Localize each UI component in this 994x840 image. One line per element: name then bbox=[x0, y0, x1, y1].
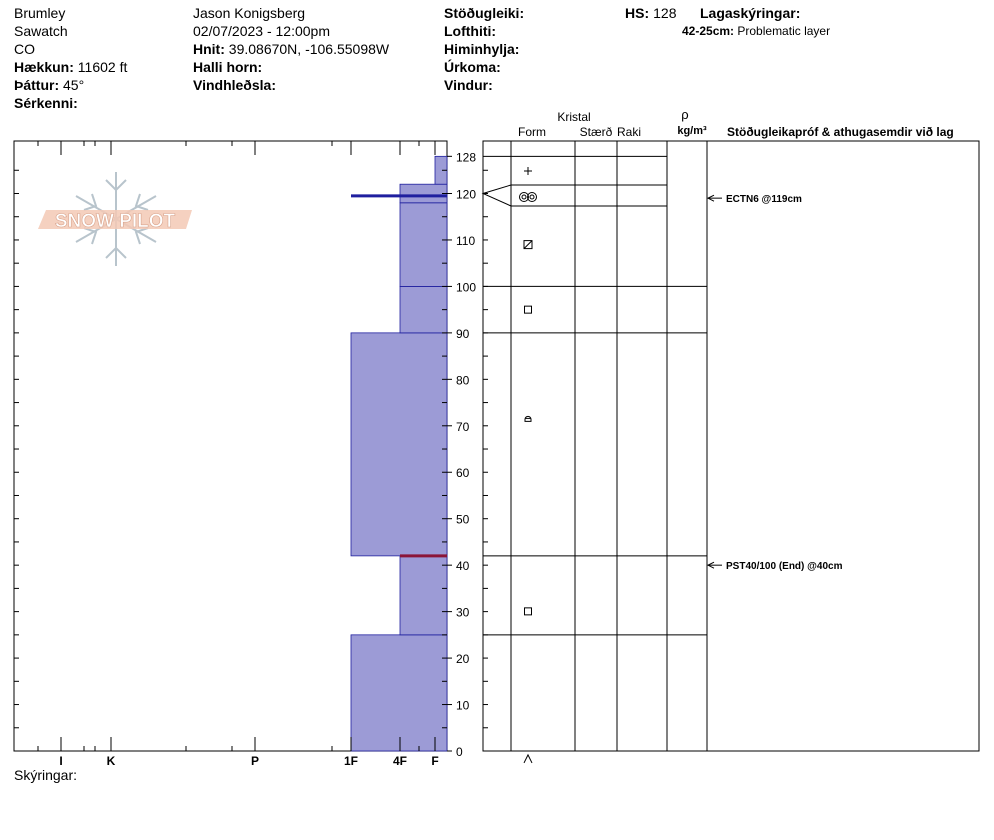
coords-label: Hnit: bbox=[193, 41, 225, 57]
hs-label: HS: bbox=[625, 5, 650, 21]
test-arrow-icon-1 bbox=[706, 561, 715, 569]
hardness-label-4F: 4F bbox=[393, 754, 407, 768]
layer-note: 42-25cm: Problematic layer bbox=[682, 22, 830, 40]
observation-datetime: 02/07/2023 - 12:00pm bbox=[193, 23, 330, 39]
aspect-label: Þáttur: bbox=[14, 77, 60, 93]
layer-bar-4 bbox=[399, 202, 448, 287]
wind-label: Vindur: bbox=[444, 77, 493, 93]
hardness-label-1F: 1F bbox=[344, 754, 358, 768]
size-header: Stærð bbox=[580, 125, 613, 139]
features-label: Sérkenni: bbox=[14, 95, 78, 111]
grain-form-rounded-facets-2 bbox=[524, 415, 532, 422]
crystal-header: Kristal bbox=[557, 110, 590, 124]
observer-name: Jason Konigsberg bbox=[193, 5, 306, 21]
hardness-axis: I K P 1F 4F F bbox=[37, 141, 439, 768]
grain-form-mixed-faceted-4-box bbox=[523, 240, 533, 250]
stability-test-notes: ECTN6 @119cm PST40/100 (End) @40cm bbox=[706, 194, 843, 572]
hardness-label-K: K bbox=[107, 754, 116, 768]
tests-header: Stöðugleikapróf & athugasemdir við lag bbox=[727, 125, 954, 139]
grain-form-faceted-1 bbox=[524, 607, 532, 616]
coords-value: 39.08670N, -106.55098W bbox=[228, 41, 390, 57]
hs-row: HS: 128 bbox=[625, 4, 676, 22]
depth-axis: 0 10 20 30 40 50 60 70 80 90 100 110 120 128 bbox=[14, 150, 488, 759]
grain-form-depth-hoar-0 bbox=[523, 753, 533, 764]
depth-label-110: 110 bbox=[456, 234, 475, 248]
elevation-label: Hækkun: bbox=[14, 59, 74, 75]
aspect-row: Þáttur: 45° bbox=[14, 76, 127, 94]
depth-label-80: 80 bbox=[456, 373, 470, 387]
precip-label: Úrkoma: bbox=[444, 59, 501, 75]
test-note-0: ECTN6 @119cm bbox=[726, 194, 802, 205]
layer-bar-1 bbox=[399, 555, 448, 636]
grain-form-symbols bbox=[519, 167, 537, 764]
hardness-label-P: P bbox=[251, 754, 259, 768]
depth-label-60: 60 bbox=[456, 466, 470, 480]
form-header: Form bbox=[518, 125, 546, 139]
grain-form-faceted-3 bbox=[524, 305, 532, 314]
stability-label: Stöðugleiki: bbox=[444, 5, 525, 21]
depth-label-128: 128 bbox=[456, 150, 476, 164]
depth-label-70: 70 bbox=[456, 420, 470, 434]
wind-loading-label: Vindhleðsla: bbox=[193, 77, 276, 93]
layer-notes-label: Lagaskýringar: bbox=[700, 5, 801, 21]
row-connector-wedge bbox=[481, 184, 512, 207]
depth-label-100: 100 bbox=[456, 280, 476, 294]
layer-table-frame bbox=[482, 140, 980, 752]
hardness-label-I: I bbox=[59, 754, 62, 768]
hardness-layer-bars bbox=[350, 155, 448, 752]
layer-table-rows bbox=[481, 155, 707, 636]
depth-label-120: 120 bbox=[456, 187, 476, 201]
grain-form-melt-forms-5-inner-1 bbox=[529, 194, 535, 200]
sky-label: Himinhylja: bbox=[444, 41, 520, 57]
layer-bar-5 bbox=[399, 183, 448, 204]
notes-label: Skýringar: bbox=[14, 767, 78, 783]
layer-bar-2 bbox=[350, 332, 448, 557]
rho-header: ρ bbox=[681, 107, 688, 122]
depth-label-90: 90 bbox=[456, 327, 470, 341]
logo-text: SNOW PILOT bbox=[55, 211, 176, 232]
layer-bar-0 bbox=[350, 634, 448, 752]
grain-form-melt-forms-5-outer-1 bbox=[527, 192, 537, 202]
test-note-1: PST40/100 (End) @40cm bbox=[726, 561, 843, 572]
mountain-range: Sawatch bbox=[14, 23, 68, 39]
state: CO bbox=[14, 41, 35, 57]
coords-row: Hnit: 39.08670N, -106.55098W bbox=[193, 40, 389, 58]
density-unit-header: kg/m³ bbox=[677, 125, 707, 137]
moisture-header: Raki bbox=[617, 125, 641, 139]
elevation-row: Hækkun: 11602 ft bbox=[14, 58, 127, 76]
layer-table: ECTN6 @119cm PST40/100 (End) @40cm bbox=[481, 140, 980, 764]
grain-form-melt-forms-5-inner-0 bbox=[521, 194, 527, 200]
layer-note-text: Problematic layer bbox=[737, 24, 831, 38]
grain-form-mixed-faceted-4-slash bbox=[523, 240, 533, 249]
elevation-value: 11602 ft bbox=[77, 59, 128, 75]
hardness-label-F: F bbox=[431, 754, 438, 768]
layer-note-range: 42-25cm: bbox=[682, 24, 735, 38]
depth-label-50: 50 bbox=[456, 513, 470, 527]
depth-label-40: 40 bbox=[456, 559, 470, 573]
depth-label-20: 20 bbox=[456, 652, 470, 666]
location-name: Brumley bbox=[14, 5, 66, 21]
layer-bar-3 bbox=[399, 286, 448, 334]
grain-form-new-snow-6 bbox=[524, 167, 532, 175]
air-temp-label: Lofthiti: bbox=[444, 23, 497, 39]
depth-label-30: 30 bbox=[456, 606, 470, 620]
slope-label: Halli horn: bbox=[193, 59, 263, 75]
snow-pilot-logo: SNOW PILOT bbox=[38, 172, 192, 266]
depth-label-0: 0 bbox=[456, 745, 463, 759]
aspect-value: 45° bbox=[63, 77, 85, 93]
hs-value: 128 bbox=[653, 5, 677, 21]
logo-banner bbox=[38, 210, 192, 229]
test-arrow-icon-0 bbox=[706, 194, 715, 202]
depth-label-10: 10 bbox=[456, 699, 470, 713]
grain-form-melt-forms-5-outer-0 bbox=[519, 192, 529, 202]
